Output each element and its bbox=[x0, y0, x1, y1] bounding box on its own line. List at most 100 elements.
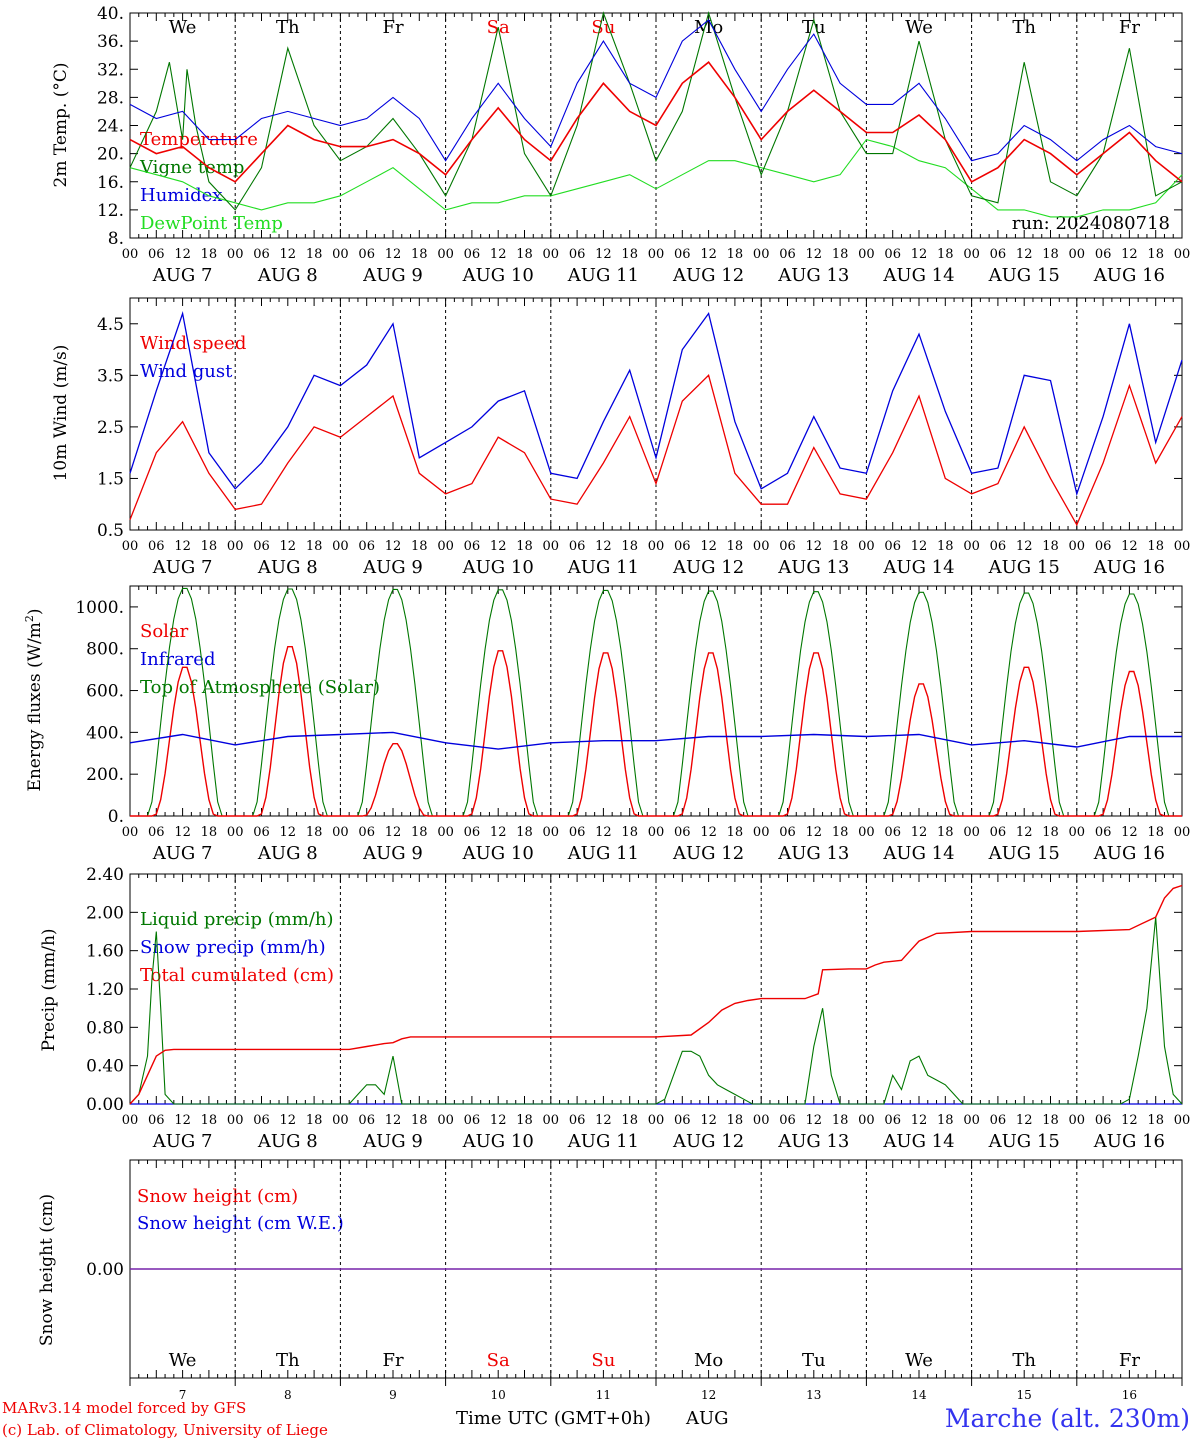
series-line-vigne-temp bbox=[129, 11, 1183, 211]
weekday-label: Sa bbox=[487, 1350, 510, 1371]
date-label: AUG 11 bbox=[567, 843, 639, 864]
precip-panel: Precip (mm/h) Liquid precip (mm/h) Snow … bbox=[39, 909, 334, 1052]
weekday-label: Su bbox=[591, 17, 615, 38]
station-name: Marche (alt. 230m) bbox=[945, 1404, 1190, 1433]
hour-tick-label: 18 bbox=[1042, 247, 1059, 262]
hour-tick-label: 06 bbox=[884, 247, 901, 262]
hour-tick-label: 18 bbox=[832, 825, 849, 840]
hour-tick-label: 00 bbox=[332, 539, 349, 554]
series-line-dewpoint-temp bbox=[129, 138, 1183, 218]
date-label: AUG 9 bbox=[362, 1131, 423, 1152]
hour-tick-label: 06 bbox=[779, 539, 796, 554]
series-line-infrared bbox=[129, 731, 1182, 750]
hour-tick-label: 12 bbox=[280, 1113, 297, 1128]
weekday-label: Fr bbox=[1119, 17, 1140, 38]
weekday-label: Fr bbox=[382, 1350, 403, 1371]
hour-tick-label: 12 bbox=[385, 825, 402, 840]
hour-tick-label: 06 bbox=[1095, 1113, 1112, 1128]
legend-toa-solar: Top of Atmosphere (Solar) bbox=[140, 677, 380, 698]
panel-frame-3: 00 06 12 18 00 06 12 18 00 06 12 18 00 06 12 18 00 06 12 18… bbox=[122, 873, 1190, 1152]
hour-tick-label: 18 bbox=[1042, 825, 1059, 840]
hour-tick-label: 18 bbox=[516, 1113, 533, 1128]
hour-tick-label: 12 bbox=[700, 539, 717, 554]
hour-tick-label: 00 bbox=[227, 539, 244, 554]
hour-tick-label: 12 bbox=[490, 825, 507, 840]
xaxis-title: Time UTC (GMT+0h) bbox=[456, 1408, 651, 1429]
date-label: AUG 15 bbox=[988, 1131, 1060, 1152]
day-number: 9 bbox=[389, 1388, 397, 1402]
hour-tick-label: 00 bbox=[858, 825, 875, 840]
hour-tick-label: 00 bbox=[332, 825, 349, 840]
hour-tick-label: 06 bbox=[779, 825, 796, 840]
weekday-label: We bbox=[169, 17, 197, 38]
weekday-label: We bbox=[905, 1350, 933, 1371]
wind-ylabel: 10m Wind (m/s) bbox=[51, 345, 71, 482]
temperature-panel: 2m Temp. (°C) Temperature Vigne temp Hum… bbox=[51, 62, 1170, 234]
date-label: AUG 15 bbox=[988, 843, 1060, 864]
day-number: 11 bbox=[596, 1388, 611, 1402]
hour-tick-label: 00 bbox=[437, 825, 454, 840]
hour-tick-label: 12 bbox=[385, 1113, 402, 1128]
weekday-label: Mo bbox=[694, 1350, 723, 1371]
hour-tick-label: 00 bbox=[1069, 247, 1086, 262]
hour-tick-label: 18 bbox=[621, 825, 638, 840]
date-label: AUG 8 bbox=[257, 265, 318, 286]
y-tick-label: 0.00 bbox=[86, 1095, 124, 1115]
hour-tick-label: 18 bbox=[306, 247, 323, 262]
y-tick-label: 2.40 bbox=[86, 865, 124, 885]
legend-solar: Solar bbox=[140, 621, 189, 642]
hour-tick-label: 06 bbox=[148, 825, 165, 840]
hour-tick-label: 06 bbox=[148, 539, 165, 554]
hour-tick-label: 06 bbox=[990, 539, 1007, 554]
hour-tick-label: 18 bbox=[1042, 539, 1059, 554]
energy-ylabel: Energy fluxes (W/m2) bbox=[23, 608, 45, 791]
hour-tick-label: 06 bbox=[253, 825, 270, 840]
date-label: AUG 10 bbox=[462, 557, 534, 578]
hour-tick-label: 00 bbox=[1069, 825, 1086, 840]
y-tick-label: 4.5 bbox=[97, 315, 124, 335]
y-tick-label: 1.20 bbox=[86, 980, 124, 1000]
hour-tick-label: 06 bbox=[253, 247, 270, 262]
hour-tick-label: 00 bbox=[332, 247, 349, 262]
hour-tick-label: 18 bbox=[516, 247, 533, 262]
snow-panel: Snow height (cm) Snow height (cm) Snow h… bbox=[37, 1186, 344, 1346]
hour-tick-label: 18 bbox=[832, 247, 849, 262]
legend-snow-height-we: Snow height (cm W.E.) bbox=[137, 1213, 344, 1234]
series-line-wind-speed bbox=[129, 374, 1183, 527]
y-tick-label: 40. bbox=[97, 4, 124, 24]
hour-tick-label: 06 bbox=[464, 1113, 481, 1128]
energy-ylabel-close: ) bbox=[25, 608, 45, 615]
snow-ylabel: Snow height (cm) bbox=[37, 1194, 57, 1346]
precip-ylabel: Precip (mm/h) bbox=[39, 928, 59, 1051]
hour-tick-label: 06 bbox=[358, 539, 375, 554]
y-tick-label: 2.5 bbox=[97, 418, 124, 438]
y-tick-label: 2.00 bbox=[86, 903, 124, 923]
series-line-wind-gust bbox=[129, 310, 1183, 497]
hour-tick-label: 12 bbox=[1121, 825, 1138, 840]
hour-tick-label: 18 bbox=[306, 825, 323, 840]
y-tick-label: 400. bbox=[86, 723, 124, 743]
hour-tick-label: 18 bbox=[727, 539, 744, 554]
hour-tick-label: 06 bbox=[990, 825, 1007, 840]
date-label: AUG 10 bbox=[462, 843, 534, 864]
hour-tick-label: 18 bbox=[201, 825, 218, 840]
date-label: AUG 14 bbox=[882, 265, 954, 286]
hour-tick-label: 00 bbox=[122, 539, 139, 554]
date-label: AUG 11 bbox=[567, 265, 639, 286]
date-label: AUG 7 bbox=[152, 557, 213, 578]
date-label: AUG 10 bbox=[462, 265, 534, 286]
date-label: AUG 13 bbox=[777, 265, 849, 286]
y-tick-label: 12. bbox=[97, 201, 124, 221]
hour-tick-label: 06 bbox=[674, 539, 691, 554]
y-tick-label: 0. bbox=[108, 807, 124, 827]
hour-tick-label: 06 bbox=[148, 1113, 165, 1128]
hour-tick-label: 06 bbox=[569, 539, 586, 554]
hour-tick-label: 12 bbox=[385, 539, 402, 554]
weekday-label: Su bbox=[591, 1350, 615, 1371]
hour-tick-label: 18 bbox=[727, 1113, 744, 1128]
hour-tick-label: 00 bbox=[963, 247, 980, 262]
y-tick-label: 3.5 bbox=[97, 366, 124, 386]
panel-frame-0: 00 06 12 18 00 06 12 18 00 06 12 18 00 06 12 18 00 06 12 18… bbox=[122, 12, 1190, 286]
hour-tick-label: 00 bbox=[543, 247, 560, 262]
date-label: AUG 12 bbox=[672, 557, 744, 578]
